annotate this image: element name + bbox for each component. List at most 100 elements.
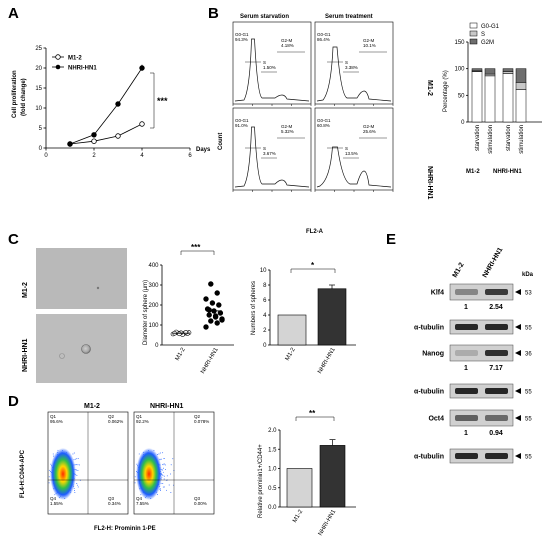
c-scatter-point-0-10 [177,331,182,337]
a-point-0-3 [139,121,145,127]
a-x-tick-label: 0 [44,153,48,159]
b-hist-g2m-label-2: G2-M 5.32% [281,124,294,134]
c-scatter-point-1-9 [216,302,222,308]
d-flow-event [170,473,172,475]
b-hist-s-label-1-line: 3.38% [345,65,358,70]
b-hist-g01-label-1-line: G0-G1 [317,32,331,37]
b-hist-g2m-label-2-line: G2-M [281,124,293,129]
d-bar-category-label: NHRI-HN1 [318,508,338,536]
e-band-4-0 [455,415,478,421]
b-hist-s-label-0-line: 1.50% [263,65,276,70]
e-kda: kDa [522,272,534,278]
d-flow-event [77,464,79,466]
d-col-title-m12: M1-2 [84,403,100,410]
d-q2-label-1: Q2 0.078% [194,414,209,424]
d-flow-event [77,470,79,471]
b-hist-s-label-3-line: S [345,146,348,151]
d-xlabel: FL2-H: Prominin 1-PE [94,526,156,532]
sphere-number-bar-chart: Numbers of spheres * 0 2 4 6 8 10 M1-2 NHRI-HN1 [251,261,356,375]
legend-label-s: S [481,32,485,38]
e-band-1-1 [485,324,508,330]
c-scatter-point-1-14 [219,317,225,323]
b-hist-g01-label-0: G0-G1 94.3% [235,32,249,42]
a-y-tick-label: 20 [35,66,42,72]
d-flow-event [76,483,78,484]
a-series-line-1 [69,67,143,145]
legend-label-m12: M1-2 [68,56,82,62]
e-blot-name-3: α-tubulin [414,389,444,396]
b-hist-s-label-2: S 3.67% [263,146,276,156]
d-flow-event [77,484,78,486]
micrograph-m12 [36,248,127,309]
c-scatter-category-label: M1-2 [175,346,187,361]
b-hist-frame-0 [232,21,312,105]
a-x-tick-label: 6 [188,153,192,159]
d-q1-label-0: Q1 95.6% [50,414,63,424]
e-band-2-0 [455,350,478,356]
legend-swatch-g0g1 [469,22,478,29]
d-flow-event [77,457,79,459]
d-flow-event [76,458,78,460]
b-hist-g2m-label-1: G2-M 10.1% [363,38,376,48]
d-q3-label-0: Q3 0.34% [108,496,121,506]
d-q1-label-0-line: Q1 [50,414,57,419]
d-q3-label-1-line: 0.00% [194,501,207,506]
d-flow-event [48,476,50,478]
e-arrow-1 [515,324,521,330]
e-kda-value-0: 53 [525,291,532,297]
d-flow-event [166,489,168,491]
d-q3-label-0-line: Q3 [108,496,115,501]
d-flow-event [164,469,166,471]
e-col-label-hn1: NHRI-HN1 [482,246,505,279]
b-bar-category-label: stimulation [488,125,494,154]
e-blot-membrane-5 [449,448,514,464]
d-flow-event [162,483,164,484]
c-scatter-point-1-16 [206,307,212,313]
d-q2-label-0-line: 0.062% [108,419,123,424]
c-scatter-point-1-5 [206,312,212,318]
c-scatter-category-label: NHRI-HN1 [200,346,220,374]
c-scatter-point-0-9 [183,330,189,335]
d-flow-event [162,486,164,488]
b-bar-seg-2-2 [502,68,514,72]
d-flow-event [170,492,172,493]
d-flow-event [173,484,174,486]
prominin-cd44-bar-chart: Relative prominin1+/CD44+ ** 0.0 0.5 1.0 1.… [258,409,356,537]
d-bar-sig: ** [309,409,316,418]
c-bar-y-tick-label: 0 [263,343,267,349]
d-flow-event [73,488,75,489]
c-bar-y-tick-label: 10 [260,268,267,274]
b-bar-ylabel: Percentage (%) [443,70,449,112]
c-scatter-point-1-13 [208,281,214,287]
e-blot-membrane-0 [449,283,514,301]
panel-label-b: B [208,5,219,22]
c-bar-bar-0 [277,314,307,346]
a-ylabel-1: Cell proliferation [12,70,18,118]
d-flow-event [163,475,165,477]
a-point-1-2 [115,101,121,107]
d-flow-event [170,464,172,466]
d-flow-density-1 [136,448,162,500]
b-hist-s-label-0: S 1.50% [263,60,276,70]
b-bar-group-m12: M1-2 [466,169,480,175]
d-flow-event [162,475,164,477]
panel-label-d: D [8,393,19,410]
e-blot-name-5: α-tubulin [414,454,444,461]
e-band-3-0 [455,388,478,394]
e-arrow-5 [515,453,521,459]
b-bar-seg-0-2 [471,68,483,72]
d-flow-event [78,464,80,466]
d-flow-event [159,489,161,490]
d-flow-event [163,463,165,465]
sphere-micrographs [36,248,127,383]
b-col-title-treatment: Serum treatment [325,14,373,20]
a-x-tick-label: 4 [140,153,144,159]
b-hist-g2m-label-3-line: G2-M [363,124,375,129]
d-bar-sig-bracket [295,416,335,421]
b-xlabel: FL2-A [306,229,324,235]
e-kda-value-4: 55 [525,417,532,423]
c-bar-y-tick-label: 6 [263,298,267,304]
b-bar-category-label: starvation [475,125,481,151]
c-scatter-y-tick-label: 0 [155,343,159,349]
panel-label-e: E [386,231,396,248]
